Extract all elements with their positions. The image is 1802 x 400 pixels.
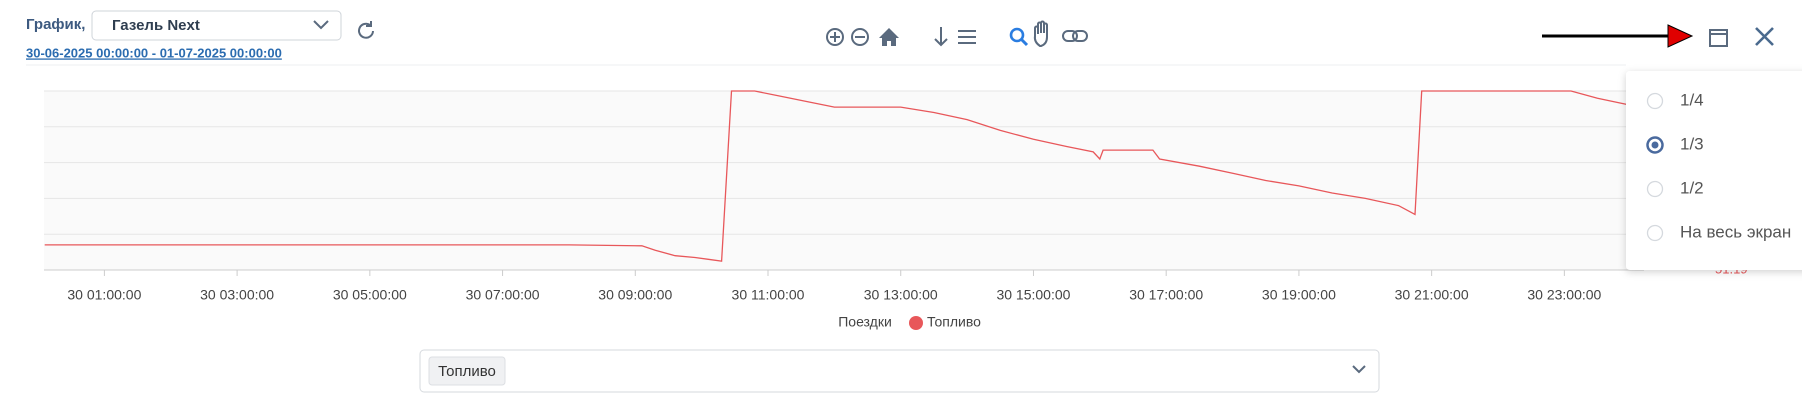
x-tick-label: 30 11:00:00 (732, 287, 805, 303)
chart: 30 01:00:00 30 03:00:00 30 05:00:00 30 07:0… (44, 90, 1748, 330)
x-tick-label: 30 23:00:00 (1527, 287, 1601, 303)
x-tick-label: 30 07:00:00 (466, 287, 540, 303)
x-tick-label: 30 17:00:00 (1129, 287, 1203, 303)
x-tick-label: 30 03:00:00 (200, 287, 274, 303)
legend-label[interactable]: Поездки (838, 314, 892, 330)
x-tick-label: 30 13:00:00 (864, 287, 938, 303)
header-title: График, (26, 16, 85, 33)
vehicle-select[interactable] (91, 10, 342, 41)
x-tick-label: 30 21:00:00 (1395, 287, 1469, 303)
zoom-select-button[interactable] (1009, 27, 1029, 47)
menu-button[interactable] (958, 30, 976, 44)
x-tick-label: 30 01:00:00 (67, 287, 141, 303)
x-tick-label: 30 05:00:00 (333, 287, 407, 303)
series-chip-label[interactable]: Топливо (438, 363, 496, 380)
fuel-line (44, 90, 1631, 262)
plot-background (44, 91, 1644, 270)
radio[interactable] (1646, 92, 1664, 110)
close-button[interactable] (1755, 27, 1774, 46)
pan-button[interactable] (1033, 20, 1048, 47)
radio[interactable] (1646, 224, 1664, 242)
size-menu (1626, 71, 1802, 270)
radio-dot (1651, 141, 1659, 149)
window-size-button[interactable] (1709, 29, 1728, 47)
series-select[interactable] (419, 349, 1380, 393)
radio-label[interactable]: На весь экран (1680, 222, 1791, 241)
x-tick-label: 30 09:00:00 (598, 287, 672, 303)
radio-label[interactable]: 1/4 (1680, 90, 1704, 109)
period-link[interactable]: 30-06-2025 00:00:00 - 01-07-2025 00:00:0… (26, 45, 282, 60)
radio[interactable] (1646, 180, 1664, 198)
home-button[interactable] (879, 28, 899, 46)
series-chip[interactable] (428, 356, 506, 386)
x-tick-label: 30 15:00:00 (996, 287, 1070, 303)
download-button[interactable] (934, 27, 948, 47)
legend-label[interactable]: Топливо (927, 314, 981, 330)
annotation-arrowhead (1667, 24, 1694, 48)
link-button[interactable] (1062, 30, 1088, 42)
legend-marker[interactable] (909, 316, 923, 330)
vehicle-select-value[interactable]: Газель Next (112, 17, 200, 34)
series-select-chevron (1352, 365, 1366, 374)
zoom-out-button[interactable] (851, 28, 869, 46)
radio-label[interactable]: 1/2 (1680, 178, 1704, 197)
x-tick-label: 30 19:00:00 (1262, 287, 1336, 303)
select-chevron (313, 20, 329, 30)
zoom-in-button[interactable] (826, 28, 844, 46)
size-menu-options: 1/4 1/3 1/2 На весь экран (1646, 90, 1791, 242)
radio-label[interactable]: 1/3 (1680, 134, 1704, 153)
refresh-button[interactable] (358, 21, 374, 39)
